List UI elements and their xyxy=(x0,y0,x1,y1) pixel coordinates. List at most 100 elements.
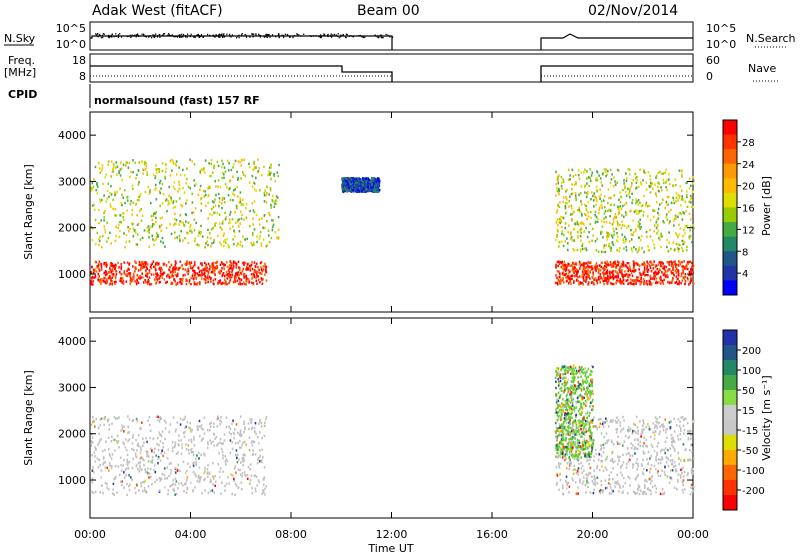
scatter-cell xyxy=(123,459,125,461)
scatter-cell xyxy=(672,197,674,199)
scatter-cell xyxy=(678,224,680,226)
scatter-cell xyxy=(584,438,586,440)
scatter-cell xyxy=(144,279,146,281)
scatter-cell xyxy=(693,227,695,229)
scatter-cell xyxy=(246,217,248,219)
scatter-cell xyxy=(175,483,177,485)
scatter-cell xyxy=(194,486,196,488)
scatter-cell xyxy=(616,264,618,266)
scatter-cell xyxy=(681,175,683,177)
scatter-cell xyxy=(226,483,228,485)
scatter-cell xyxy=(621,234,623,236)
scatter-cell xyxy=(618,460,620,462)
scatter-cell xyxy=(573,263,575,265)
scatter-cell xyxy=(257,266,259,268)
scatter-cell xyxy=(168,489,170,491)
scatter-cell xyxy=(251,440,253,442)
scatter-cell xyxy=(92,182,94,184)
scatter-cell xyxy=(139,261,141,263)
nsky-noise-dot xyxy=(157,35,158,36)
scatter-cell xyxy=(122,179,124,181)
scatter-cell xyxy=(123,196,125,198)
scatter-cell xyxy=(197,282,199,284)
scatter-cell xyxy=(193,179,195,181)
scatter-cell xyxy=(569,174,571,176)
scatter-cell xyxy=(276,237,278,239)
scatter-cell xyxy=(577,492,579,494)
scatter-cell xyxy=(134,260,136,262)
scatter-cell xyxy=(610,276,612,278)
scatter-cell xyxy=(618,490,620,492)
scatter-cell xyxy=(663,279,665,281)
scatter-cell xyxy=(95,243,97,245)
scatter-cell xyxy=(597,218,599,220)
scatter-cell xyxy=(219,476,221,478)
scatter-cell xyxy=(128,230,130,232)
scatter-cell xyxy=(153,451,155,453)
scatter-cell xyxy=(573,469,575,471)
scatter-cell xyxy=(175,428,177,430)
scatter-cell xyxy=(129,262,131,264)
scatter-cell xyxy=(609,478,611,480)
scatter-cell xyxy=(110,278,112,280)
scatter-cell xyxy=(656,232,658,234)
scatter-cell xyxy=(649,261,651,263)
scatter-cell xyxy=(626,213,628,215)
scatter-cell xyxy=(188,444,190,446)
scatter-cell xyxy=(242,235,244,237)
nsky-noise-dot xyxy=(237,35,238,36)
scatter-cell xyxy=(161,450,163,452)
scatter-cell xyxy=(145,261,147,263)
scatter-cell xyxy=(622,238,624,240)
scatter-cell xyxy=(127,161,129,163)
scatter-cell xyxy=(273,224,275,226)
scatter-cell xyxy=(579,275,581,277)
scatter-cell xyxy=(569,178,571,180)
scatter-cell xyxy=(619,247,621,249)
beam-title: Beam 00 xyxy=(357,3,420,19)
scatter-cell xyxy=(178,434,180,436)
nsky-noise-dot xyxy=(142,34,143,35)
scatter-cell xyxy=(677,283,679,285)
nsky-noise-dot xyxy=(266,34,267,35)
scatter-cell xyxy=(260,231,262,233)
nsky-noise-dot xyxy=(269,36,270,37)
scatter-cell xyxy=(653,216,655,218)
nsky-noise-dot xyxy=(298,34,299,35)
scatter-cell xyxy=(183,490,185,492)
scatter-cell xyxy=(123,272,125,274)
scatter-cell xyxy=(194,473,196,475)
scatter-cell xyxy=(604,436,606,438)
scatter-cell xyxy=(679,263,681,265)
scatter-cell xyxy=(244,471,246,473)
scatter-cell xyxy=(626,227,628,229)
scatter-cell xyxy=(93,178,95,180)
scatter-cell xyxy=(577,235,579,237)
nsky-noise-dot xyxy=(232,34,233,35)
scatter-cell xyxy=(264,435,266,437)
scatter-cell xyxy=(247,278,249,280)
nsky-noise-dot xyxy=(224,36,225,37)
scatter-cell xyxy=(175,260,177,262)
scatter-cell xyxy=(569,462,571,464)
scatter-cell xyxy=(563,217,565,219)
scatter-cell xyxy=(225,463,227,465)
scatter-cell xyxy=(217,416,219,418)
scatter-cell xyxy=(91,266,93,268)
scatter-cell xyxy=(607,262,609,264)
scatter-cell xyxy=(172,201,174,203)
scatter-cell xyxy=(557,179,559,181)
scatter-cell xyxy=(645,493,647,495)
scatter-cell xyxy=(682,243,684,245)
scatter-cell xyxy=(619,250,621,252)
scatter-cell xyxy=(685,280,687,282)
scatter-cell xyxy=(189,226,191,228)
scatter-cell xyxy=(123,164,125,166)
scatter-cell xyxy=(238,274,240,276)
scatter-cell xyxy=(561,434,563,436)
scatter-cell xyxy=(110,203,112,205)
scatter-cell xyxy=(220,416,222,418)
scatter-cell xyxy=(254,228,256,230)
scatter-cell xyxy=(633,283,635,285)
scatter-cell xyxy=(155,184,157,186)
